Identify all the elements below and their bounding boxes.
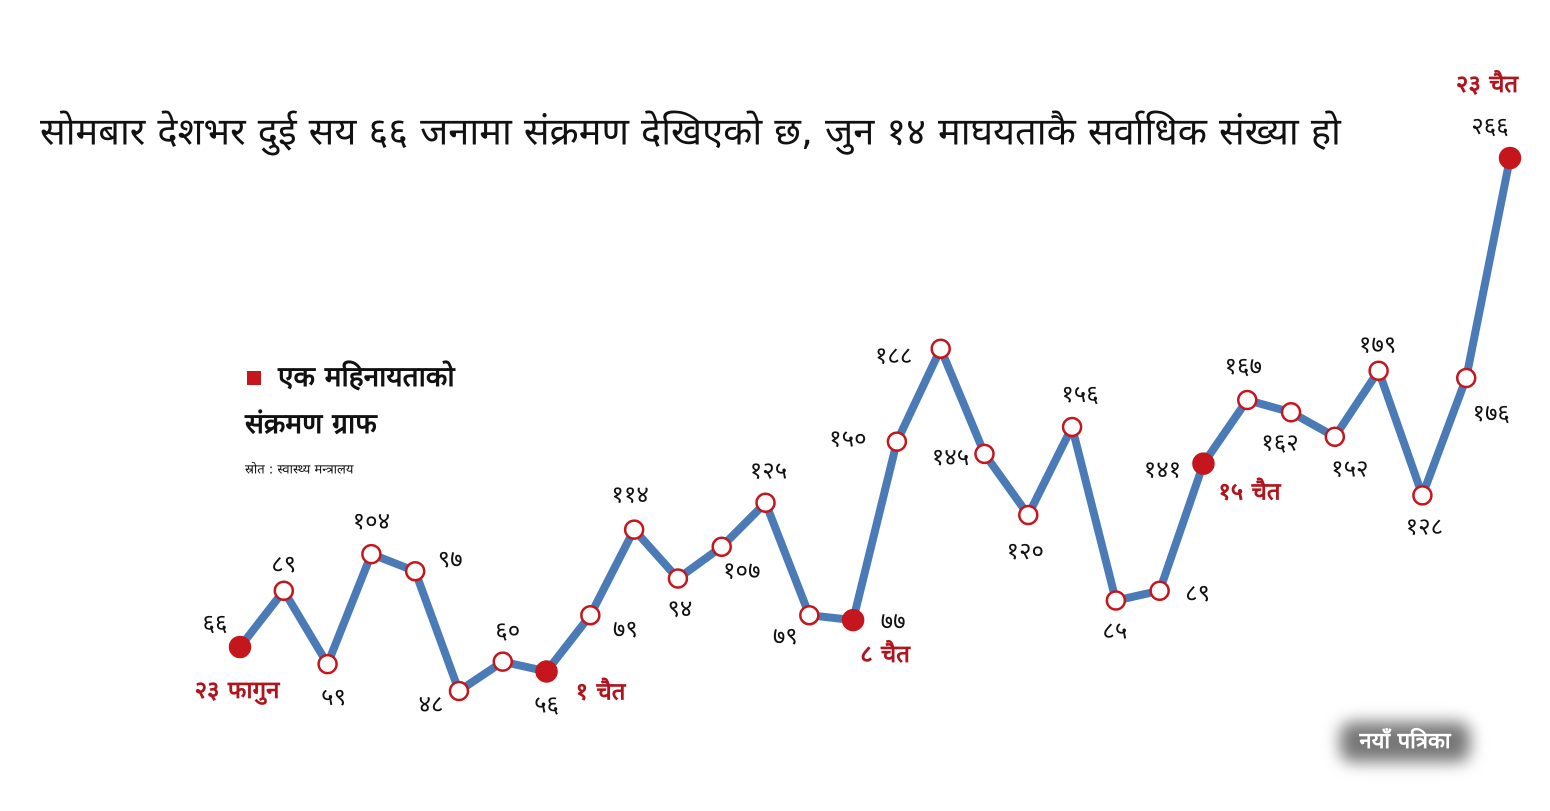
value-label: १६२: [1261, 428, 1298, 456]
category-label: ८ चैत: [860, 640, 911, 668]
value-label: १६७: [1225, 352, 1262, 380]
highlight-marker: [228, 635, 252, 659]
line: [236, 157, 1514, 695]
value-label: ९४: [667, 595, 692, 623]
value-label: १७९: [1359, 331, 1396, 359]
marker: [1324, 426, 1346, 447]
value-label: ८५: [1102, 617, 1127, 645]
value-label: १०७: [723, 557, 760, 585]
brand-shadow: [1340, 722, 1470, 762]
value-label: ६६: [203, 609, 228, 637]
value-label: १५६: [1061, 380, 1098, 408]
value-label: ७९: [613, 615, 638, 643]
marker: [448, 680, 470, 702]
marker: [580, 604, 601, 626]
value-label: २६६: [1471, 112, 1508, 140]
brand: नयाँ पत्रिका: [1358, 727, 1452, 754]
value-label: ८९: [271, 550, 296, 578]
value-label: ६०: [495, 617, 520, 645]
value-label: १०४: [353, 507, 390, 535]
marker: [974, 443, 995, 465]
marker: [1412, 485, 1433, 506]
marker: [799, 604, 820, 626]
value-label: १७६: [1472, 399, 1509, 427]
marker: [930, 338, 951, 359]
value-label: ५९: [321, 683, 346, 711]
value-label: ११४: [611, 481, 648, 509]
marker: [1149, 580, 1170, 602]
category-label: १५ चैत: [1218, 478, 1282, 506]
marker: [1455, 367, 1477, 389]
value-label: ४८: [418, 690, 443, 718]
marker: [361, 543, 382, 565]
category-label: २३ चैत: [1456, 70, 1520, 98]
marker: [667, 568, 689, 589]
value-label: १४५: [932, 443, 969, 471]
value-label: ७७: [881, 607, 906, 635]
legend-text: संक्रमण ग्राफ: [244, 407, 378, 440]
marker: [492, 651, 514, 672]
value-label: १४१: [1144, 456, 1181, 484]
marker: [1236, 389, 1258, 411]
marker: [1105, 590, 1127, 611]
value-label: १५२: [1331, 455, 1368, 483]
highlight-marker: [1192, 452, 1215, 475]
marker: [317, 653, 338, 675]
marker: [1280, 402, 1302, 423]
highlight-marker: [1498, 146, 1522, 170]
marker: [1018, 504, 1039, 526]
marker: [623, 519, 645, 540]
highlight-marker: [535, 660, 558, 683]
legend-marker: [247, 371, 261, 385]
value-label: १५०: [829, 425, 866, 453]
marker: [755, 492, 776, 513]
marker: [273, 580, 295, 602]
chart-title: सोमबार देशभर दुई सय ६६ जनामा संक्रमण देख…: [40, 110, 1342, 156]
value-label: १२८: [1406, 512, 1443, 540]
legend-text: एक महिनायताको: [277, 360, 456, 393]
marker: [404, 560, 426, 582]
source: स्रोत : स्वास्थ्य मन्त्रालय: [245, 462, 354, 478]
marker: [1061, 416, 1083, 438]
marker: [1368, 360, 1389, 381]
value-label: १२०: [1007, 537, 1044, 565]
marker: [711, 536, 732, 557]
value-label: ९७: [438, 545, 463, 573]
category-label: २३ फागुन: [195, 676, 282, 705]
value-label: ७९: [773, 622, 798, 650]
value-label: १८८: [875, 342, 912, 370]
category-label: १ चैत: [576, 677, 627, 705]
highlight-marker: [841, 608, 865, 632]
marker: [886, 431, 908, 452]
value-label: ५६: [534, 690, 559, 718]
value-label: ८९: [1185, 579, 1210, 607]
value-label: १२५: [750, 457, 787, 485]
